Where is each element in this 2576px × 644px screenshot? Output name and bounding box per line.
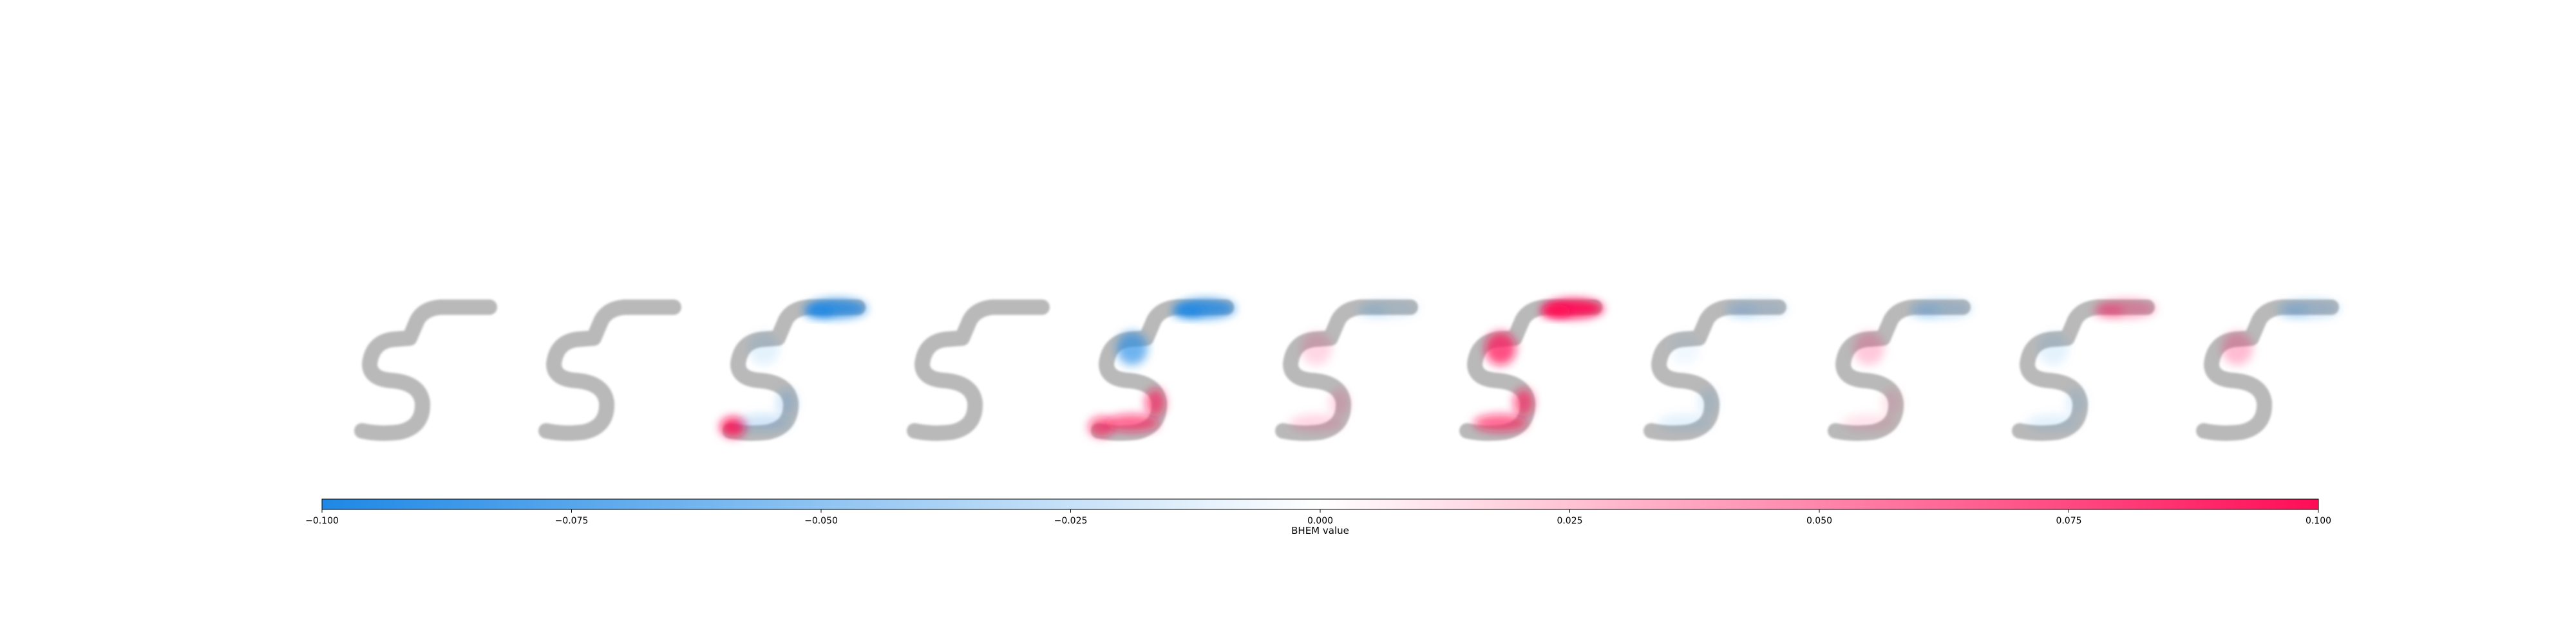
attribution-blob-lower-stroke: [1658, 414, 1712, 432]
attribution-panel: [1835, 299, 1972, 433]
attribution-panel: [546, 307, 674, 433]
attribution-blob-upper-curve: [2222, 332, 2253, 365]
digit-glyph: [1467, 307, 1595, 433]
attribution-panel: [2020, 299, 2156, 433]
attribution-blob-lower-stroke: [1289, 414, 1343, 432]
attribution-blob-lower-stroke: [1473, 414, 1528, 432]
attribution-blob-upper-curve: [2038, 332, 2069, 365]
attribution-panel: [914, 307, 1042, 433]
digit-glyph: [2020, 307, 2147, 433]
digit-glyph: [546, 307, 674, 433]
digit-glyph: [730, 307, 858, 433]
attribution-blob-upper-curve: [748, 332, 779, 365]
colorbar-ticks: −0.100 −0.075 −0.050 −0.025 0.000 0.025 0.050 0…: [305, 509, 2331, 526]
digit-glyph: [1283, 307, 1410, 433]
digit-glyph: [362, 307, 489, 433]
attribution-blob-top-bar: [1540, 305, 1571, 317]
colorbar-tick-label: −0.100: [305, 516, 339, 526]
attribution-blob-upper-curve: [1117, 332, 1148, 365]
attribution-panel: [2204, 299, 2340, 433]
attribution-blob-lower-stroke: [777, 388, 797, 417]
attribution-blob-lower-stroke: [1513, 388, 1534, 417]
digit-glyph: [2204, 307, 2331, 433]
colorbar-label: BHEM value: [1291, 525, 1349, 536]
colorbar: −0.100 −0.075 −0.050 −0.025 0.000 0.025 0.050 0…: [305, 499, 2331, 536]
attribution-blob-top-bar: [804, 305, 835, 317]
colorbar-tick-label: −0.050: [804, 516, 838, 526]
digit-glyph: [1835, 307, 1963, 433]
attribution-blob-lower-stroke: [2026, 414, 2080, 432]
attribution-blob-lower-stroke: [737, 414, 791, 432]
colorbar-tick-label: −0.075: [555, 516, 589, 526]
attribution-blob-lower-stroke: [2066, 388, 2087, 417]
attribution-panel: [1651, 299, 1788, 433]
attribution-blob-top-bar: [1356, 305, 1387, 317]
attribution-blob-upper-curve: [1301, 332, 1332, 365]
colorbar-gradient: [322, 499, 2318, 509]
colorbar-tick-label: 0.025: [1557, 516, 1582, 526]
attribution-blob-lower-stroke: [1698, 388, 1718, 417]
attribution-panel: [362, 307, 489, 433]
attribution-panel: [720, 299, 867, 437]
attribution-blob-upper-curve: [1669, 332, 1700, 365]
attribution-blob-top-bar: [2277, 305, 2308, 317]
attribution-blob-upper-curve: [1485, 332, 1516, 365]
digit-glyph: [1651, 307, 1779, 433]
colorbar-tick-label: 0.075: [2056, 516, 2081, 526]
attribution-blob-top-bar: [2093, 305, 2124, 317]
digit-glyph: [914, 307, 1042, 433]
attribution-panel: [1283, 299, 1419, 433]
digit-glyph: [1099, 307, 1226, 433]
attribution-blob-lower-stroke: [1329, 388, 1350, 417]
attribution-panel: [1088, 299, 1235, 437]
attribution-blob-lower-stroke: [1145, 388, 1166, 417]
colorbar-tick-label: −0.025: [1054, 516, 1088, 526]
colorbar-tick-label: 0.050: [1806, 516, 1832, 526]
colorbar-tick-label: 0.100: [2306, 516, 2331, 526]
attribution-blob-upper-curve: [1853, 332, 1884, 365]
attribution-blob-top-bar: [1725, 305, 1756, 317]
attribution-panel: [1467, 299, 1604, 433]
attribution-blob-top-bar: [1172, 305, 1203, 317]
attribution-blob-lower-stroke: [1842, 414, 1896, 432]
attribution-blob-lower-stroke: [1882, 388, 1902, 417]
attribution-blob-top-bar: [1909, 305, 1940, 317]
attribution-panels: [362, 299, 2340, 437]
attribution-blob-lower-stroke: [1105, 414, 1159, 432]
